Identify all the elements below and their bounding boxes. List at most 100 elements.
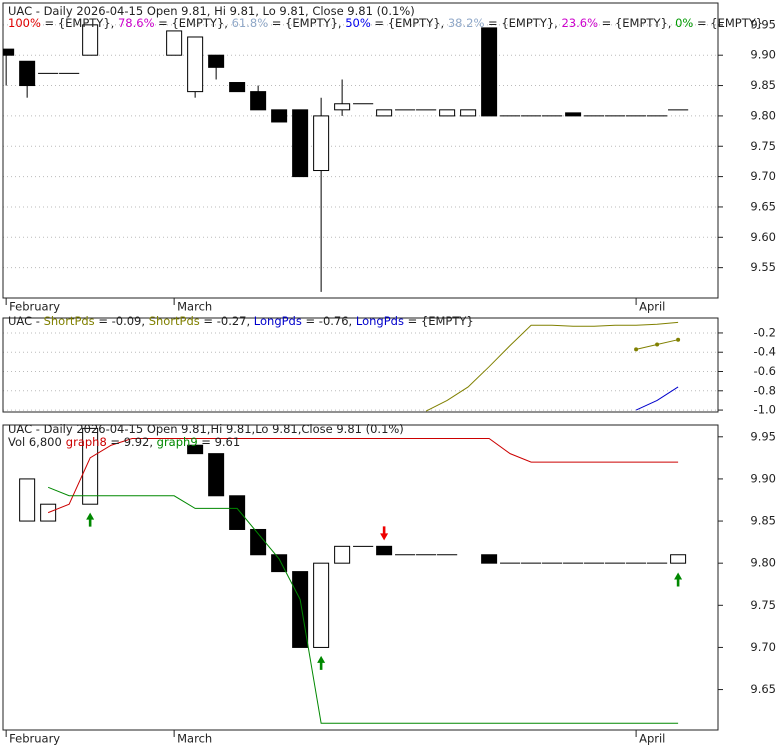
legend-entry: 50% [345, 16, 371, 30]
legend-entry: 23.6% [561, 16, 598, 30]
legend-text: = {EMPTY}, [484, 16, 561, 30]
panel-frame [2, 317, 719, 413]
y-tick-label: 9.95 [750, 429, 776, 443]
y-tick-label: -1.0 [754, 403, 776, 417]
candle-body [292, 571, 309, 648]
legend-entry: 0% [675, 16, 693, 30]
candle-body [439, 109, 456, 117]
y-tick-label: -0.2 [754, 325, 776, 339]
candle-body [229, 495, 246, 530]
candle-body [460, 109, 477, 117]
signal-arrow [380, 526, 389, 541]
legend-title: UAC - [8, 314, 44, 328]
candle-body [82, 24, 99, 56]
legend-entry: graph9 [157, 435, 198, 449]
x-tick-label: March [177, 732, 212, 745]
legend: UAC - ShortPds = -0.09, ShortPds = -0.27… [8, 314, 474, 328]
y-tick-label: 9.70 [750, 640, 776, 654]
y-tick-label: 9.90 [750, 471, 776, 485]
y-tick-label: 9.80 [750, 556, 776, 570]
legend-entry: 61.8% [232, 16, 269, 30]
y-tick-label: -0.8 [754, 383, 776, 397]
y-tick-label: 9.70 [750, 169, 776, 183]
panel: 9.95 9.90 9.85 9.80 9.75 9.70 9.65 9.60 9.55 Febr… [2, 2, 776, 314]
signal-arrow [86, 512, 95, 527]
candle-body [166, 30, 183, 56]
candle-body [334, 545, 351, 564]
series-marker [676, 337, 681, 342]
candle-body [481, 27, 498, 117]
candle-body [565, 112, 582, 117]
y-tick-label: 9.90 [750, 48, 776, 62]
x-tick-label: April [639, 732, 665, 745]
y-tick-label: 9.75 [750, 139, 776, 153]
candle-body [313, 562, 330, 648]
y-tick-label: 9.65 [750, 199, 776, 213]
candle-body [292, 109, 309, 178]
legend: Vol 6,800 graph8 = 9.92, graph9 = 9.61 [8, 435, 240, 449]
y-tick-label: 9.60 [750, 230, 776, 244]
legend-text: = {EMPTY} [404, 314, 474, 328]
series-marker [655, 342, 660, 347]
y-tick-label: 9.75 [750, 598, 776, 612]
y-tick-label: 9.65 [750, 682, 776, 696]
panel-frame [2, 2, 719, 299]
plot-area [19, 427, 687, 724]
legend-text: = -0.09, [95, 314, 149, 328]
legend-entry: 38.2% [448, 16, 485, 30]
signal-arrow [317, 655, 326, 670]
legend-title: UAC - Daily 2026-04-15 Open 9.81,Hi 9.81… [8, 422, 404, 436]
y-tick-label: 9.85 [750, 514, 776, 528]
candle-body [376, 109, 393, 117]
candle-body [208, 54, 225, 68]
candle-body [250, 91, 267, 111]
candle-body [19, 60, 36, 87]
candle-body [187, 36, 204, 93]
candle-body [271, 109, 288, 123]
x-tick-label: April [639, 300, 665, 314]
x-tick-label: February [9, 732, 60, 745]
candle-body [481, 554, 498, 564]
legend-text: = -0.27, [200, 314, 254, 328]
candle-body [82, 427, 99, 505]
y-tick-label: 9.95 [750, 17, 776, 31]
series-line [47, 437, 679, 514]
series-line [47, 486, 679, 724]
legend: UAC - Daily 2026-04-15 Open 9.81, Hi 9.8… [8, 4, 415, 18]
legend-title: UAC - Daily 2026-04-15 Open 9.81, Hi 9.8… [8, 4, 415, 18]
legend-text: = 9.61 [198, 435, 241, 449]
y-tick-label: -0.6 [754, 364, 776, 378]
volume-label: Vol 6,800 [8, 435, 62, 449]
series-line [425, 321, 679, 412]
panel: -0.2 -0.4 -0.6 -0.8 -1.0 [2, 317, 776, 417]
candle-body [3, 48, 15, 56]
y-tick-label: 9.80 [750, 108, 776, 122]
legend-text: = {EMPTY}, [371, 16, 448, 30]
legend-text: = {EMPTY}, [268, 16, 345, 30]
legend-entry: ShortPds [44, 314, 95, 328]
y-tick-label: 9.85 [750, 78, 776, 92]
x-tick-label: February [9, 300, 60, 314]
legend-text: = {EMPTY}, [41, 16, 118, 30]
legend-entry: graph8 [66, 435, 107, 449]
legend: 100% = {EMPTY}, 78.6% = {EMPTY}, 61.8% =… [8, 16, 763, 30]
x-tick-label: March [177, 300, 212, 314]
candle-body [376, 545, 393, 556]
legend-entry: LongPds [356, 314, 404, 328]
legend: UAC - Daily 2026-04-15 Open 9.81,Hi 9.81… [8, 422, 404, 436]
legend-entry: 78.6% [118, 16, 155, 30]
candle-body [187, 444, 204, 455]
panel: 9.95 9.90 9.85 9.80 9.75 9.70 9.65 February Marc… [2, 424, 776, 745]
candle-body [208, 453, 225, 497]
candle-body [229, 82, 246, 93]
legend-text: = {EMPTY} [693, 16, 763, 30]
plot-area [425, 321, 681, 412]
series-line [635, 386, 679, 411]
plot-area [3, 24, 689, 292]
legend-entry: ShortPds [149, 314, 200, 328]
legend-text: = {EMPTY}, [598, 16, 675, 30]
legend-entry: 100% [8, 16, 41, 30]
signal-arrow [674, 572, 683, 587]
legend-text: = -0.76, [302, 314, 356, 328]
